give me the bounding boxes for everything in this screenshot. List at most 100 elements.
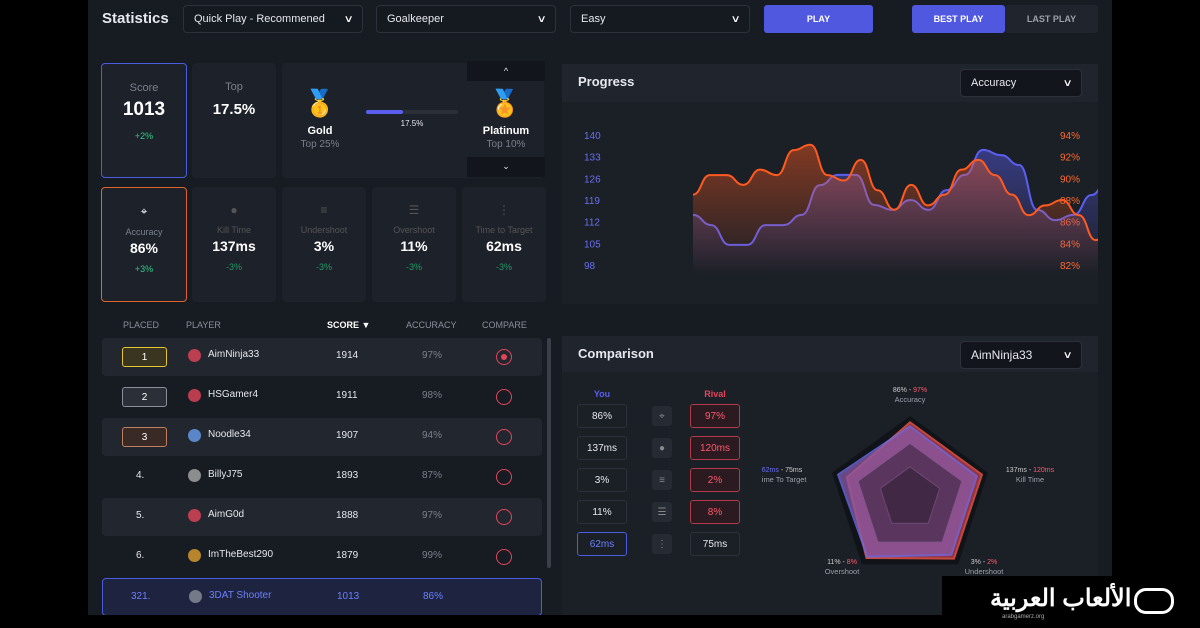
col-accuracy: ACCURACY xyxy=(406,320,457,330)
score-label: Score xyxy=(129,82,159,94)
col-score[interactable]: SCORE ▼ xyxy=(327,320,371,330)
you-value: 3% xyxy=(577,468,627,492)
table-row[interactable]: 3 Noodle34 1907 94% xyxy=(102,418,542,456)
metric-delta: -3% xyxy=(315,262,332,272)
metric-card-overshoot[interactable]: ☰ Overshoot 11% -3% xyxy=(372,187,456,302)
player-accuracy: 99% xyxy=(422,550,443,561)
metric-value: 3% xyxy=(313,238,335,254)
player-name: AimG0d xyxy=(208,509,245,520)
overshoot-icon: ☰ xyxy=(652,502,672,522)
avatar xyxy=(188,509,201,522)
you-value: 62ms xyxy=(577,532,627,556)
player-name: Noodle34 xyxy=(208,429,251,440)
difficulty-select[interactable]: Easy ∨ xyxy=(570,5,750,33)
compare-radio[interactable] xyxy=(496,429,512,445)
rank-progress-label: 17.5% xyxy=(400,119,424,128)
table-row[interactable]: 2 HSGamer4 1911 98% xyxy=(102,378,542,416)
rank-down-button[interactable]: ⌄ xyxy=(467,157,545,177)
player-name: 3DAT Shooter xyxy=(209,590,272,601)
table-row[interactable]: 5. AimG0d 1888 97% xyxy=(102,498,542,536)
rival-value: 2% xyxy=(690,468,740,492)
rank-progress-fill xyxy=(366,110,403,114)
progress-metric-select[interactable]: Accuracy ∨ xyxy=(960,69,1082,97)
you-value: 86% xyxy=(577,404,627,428)
progress-chart: 1401331261191121059894%92%90%88%86%84%82… xyxy=(584,131,1098,275)
gamepad-logo-icon xyxy=(1134,588,1174,614)
rival-select[interactable]: AimNinja33 ∨ xyxy=(960,341,1082,369)
progress-metric-value: Accuracy xyxy=(971,77,1017,89)
player-name: HSGamer4 xyxy=(208,389,259,400)
fist-icon: ● xyxy=(230,203,238,217)
place-badge: 1 xyxy=(122,347,167,367)
metric-value: 62ms xyxy=(486,238,522,254)
avatar xyxy=(189,590,202,603)
progress-panel: Progress Accuracy ∨ 140 133 126 119 112 105 98 9… xyxy=(562,64,1098,304)
table-row[interactable]: 6. ImTheBest290 1879 99% xyxy=(102,538,542,576)
radar-value: 11% - 8% xyxy=(827,559,857,566)
you-value: 11% xyxy=(577,500,627,524)
crosshair-icon: ⌖ xyxy=(140,204,148,218)
metric-card-kill-time[interactable]: ● Kill Time 137ms -3% xyxy=(192,187,276,302)
metric-card-undershoot[interactable]: ≡ Undershoot 3% -3% xyxy=(282,187,366,302)
rival-label: Rival xyxy=(704,389,726,399)
rank-up-button[interactable]: ^ xyxy=(467,61,545,81)
player-accuracy: 87% xyxy=(422,470,443,481)
player-score: 1907 xyxy=(336,430,359,441)
metric-delta: -3% xyxy=(225,262,242,272)
table-row[interactable]: 1 AimNinja33 1914 97% xyxy=(102,338,542,376)
left-tick: 119 xyxy=(584,196,600,207)
avatar xyxy=(188,389,201,402)
leaderboard-scrollbar[interactable] xyxy=(547,338,551,568)
score-value: 1013 xyxy=(122,99,166,120)
rank-card: 🥇 Gold Top 25% 17.5% ^ 🏅 Platinum Top 10… xyxy=(282,61,545,178)
mode-value: Quick Play - Recommened xyxy=(194,13,325,25)
mode-select[interactable]: Quick Play - Recommened ∨ xyxy=(183,5,363,33)
undershoot-icon: ≡ xyxy=(320,203,328,217)
player-score: 1911 xyxy=(336,390,358,401)
series-line xyxy=(692,143,1098,242)
compare-radio[interactable] xyxy=(496,549,512,565)
role-select[interactable]: Goalkeeper ∨ xyxy=(376,5,556,33)
place: 321. xyxy=(131,591,151,602)
right-tick: 92% xyxy=(1060,153,1080,164)
rival-value: 75ms xyxy=(690,532,740,556)
play-button[interactable]: PLAY xyxy=(764,5,873,33)
left-tick: 112 xyxy=(584,218,600,229)
tab-last-play[interactable]: LAST PLAY xyxy=(1005,5,1098,33)
watermark-url: arabgamerz.org xyxy=(1002,614,1045,620)
player-score: 1888 xyxy=(336,510,359,521)
chevron-down-icon: ∨ xyxy=(536,13,547,25)
table-row[interactable]: 321. 3DAT Shooter 1013 86% xyxy=(102,578,542,615)
crosshair-icon: ⌖ xyxy=(652,406,672,426)
metric-card-accuracy[interactable]: ⌖ Accuracy 86% +3% xyxy=(101,187,187,302)
compare-radio[interactable] xyxy=(496,349,512,365)
radar-axis-label: Accuracy xyxy=(895,395,926,404)
left-tick: 105 xyxy=(584,239,601,250)
player-accuracy: 97% xyxy=(422,510,443,521)
radio-dot xyxy=(500,353,507,360)
top-label: Top xyxy=(225,81,243,93)
avatar xyxy=(188,349,201,362)
metric-card-time-to-target[interactable]: ⋮ Time to Target 62ms -3% xyxy=(462,187,546,302)
top-card: Top 17.5% xyxy=(192,63,276,178)
rank-progress-bar xyxy=(366,110,458,114)
player-accuracy: 98% xyxy=(422,390,443,401)
chevron-down-icon: ∨ xyxy=(1062,77,1073,89)
top-value: 17.5% xyxy=(212,101,256,118)
compare-radio[interactable] xyxy=(496,469,512,485)
rival-value: 120ms xyxy=(690,436,740,460)
tab-best-play[interactable]: BEST PLAY xyxy=(912,5,1005,33)
metric-label: Kill Time xyxy=(216,225,251,235)
watermark: الألعاب العربية arabgamerz.org xyxy=(942,576,1190,628)
score-card: Score 1013 +2% xyxy=(101,63,187,178)
page-title: Statistics xyxy=(102,10,169,27)
right-tick: 94% xyxy=(1060,131,1080,142)
table-row[interactable]: 4. BillyJ75 1893 87% xyxy=(102,458,542,496)
place: 5. xyxy=(136,510,145,521)
metric-label: Time to Target xyxy=(475,225,533,235)
avatar xyxy=(188,549,201,562)
compare-radio[interactable] xyxy=(496,389,512,405)
compare-radio[interactable] xyxy=(496,509,512,525)
metric-value: 11% xyxy=(400,238,428,254)
you-label: You xyxy=(593,389,611,399)
